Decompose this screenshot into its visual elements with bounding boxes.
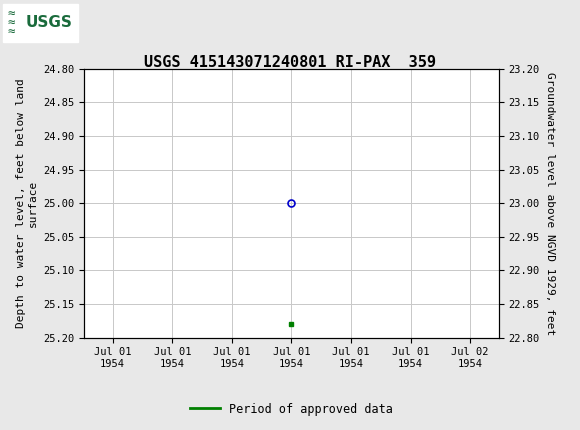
Text: USGS: USGS [26,15,73,30]
Text: USGS 415143071240801 RI-PAX  359: USGS 415143071240801 RI-PAX 359 [144,55,436,70]
Text: ≈: ≈ [7,25,14,38]
Text: ≈: ≈ [7,7,14,20]
Text: ≈: ≈ [7,16,14,29]
Y-axis label: Groundwater level above NGVD 1929, feet: Groundwater level above NGVD 1929, feet [545,71,555,335]
Legend: Period of approved data: Period of approved data [186,398,397,421]
FancyBboxPatch shape [3,3,78,42]
Y-axis label: Depth to water level, feet below land
surface: Depth to water level, feet below land su… [16,78,38,328]
